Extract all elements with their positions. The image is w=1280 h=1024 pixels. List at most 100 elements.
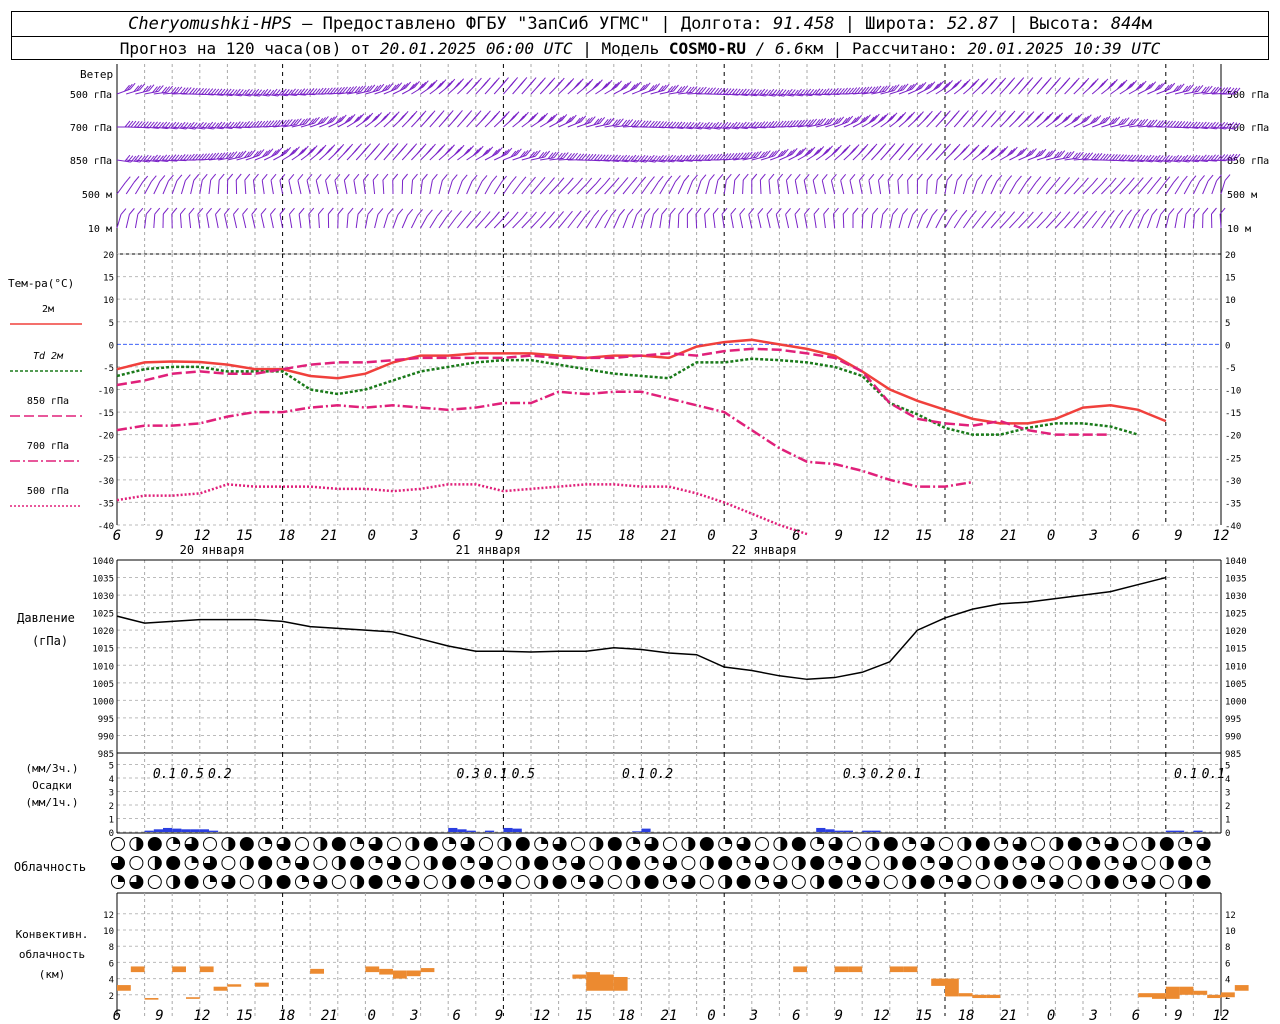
time-tick-label: 12 — [193, 528, 210, 544]
wind-barb-feather — [389, 115, 396, 122]
wind-barb-feather — [380, 115, 387, 123]
wind-barb-feather — [1045, 176, 1051, 184]
cloud-symbol-fill — [829, 875, 843, 889]
wind-barb-feather — [1128, 177, 1135, 185]
wind-barb-feather — [193, 174, 200, 181]
conv-unit: (км) — [39, 968, 66, 981]
wind-barb-staff — [613, 183, 624, 195]
wind-barb-feather — [796, 88, 802, 96]
wind-barb-feather — [538, 151, 545, 159]
wind-barb-staff — [180, 180, 186, 195]
wind-barb-feather — [458, 144, 465, 152]
wind-barb-feather — [887, 173, 894, 181]
wind-barb-feather — [922, 208, 928, 216]
wind-barb-feather — [1228, 87, 1235, 95]
wind-level-label-left: 700 гПа — [70, 123, 112, 134]
cloud-symbol-fill — [817, 875, 824, 889]
wind-barb-feather — [285, 146, 292, 154]
time-tick-label-bottom: 21 — [321, 1008, 338, 1024]
wind-barb-staff — [1027, 217, 1038, 229]
wind-barb-feather — [1028, 149, 1035, 156]
wind-barb-feather — [751, 173, 758, 181]
wind-barb-feather — [176, 86, 183, 94]
cloud-symbol-fill — [541, 875, 548, 889]
wind-barb-feather — [658, 154, 664, 162]
wind-barb-feather — [247, 121, 253, 128]
wind-barb-staff — [733, 93, 748, 97]
wind-barb-feather — [962, 80, 969, 88]
cloud-symbol-fill — [1013, 875, 1027, 889]
cloud-symbol-fill — [154, 856, 162, 870]
wind-barb-feather — [384, 84, 391, 91]
conv-ytick-left: 8 — [109, 943, 114, 953]
conv-cloud-bar — [1152, 993, 1166, 999]
wind-barb-feather — [676, 154, 683, 162]
pres-ytick-left: 1020 — [92, 627, 114, 637]
wind-level-label-right: 850 гПа — [1227, 156, 1269, 167]
conv-cloud-bar — [613, 976, 628, 991]
wind-barb-staff — [251, 214, 256, 229]
wind-barb-staff — [705, 180, 710, 195]
wind-barb-feather — [358, 113, 365, 120]
wind-barb-feather — [366, 85, 373, 92]
precip-bar — [144, 830, 154, 832]
wind-barb-feather — [453, 82, 460, 89]
wind-barb-feather — [372, 173, 379, 181]
wind-barb-feather — [814, 119, 821, 126]
wind-barb-feather — [827, 145, 833, 153]
time-tick-label-bottom: 9 — [155, 1008, 163, 1024]
wind-barb-feather — [599, 154, 606, 162]
wind-barb-feather — [159, 175, 166, 182]
temp-ytick-left: -5 — [103, 364, 114, 374]
wind-barb-feather — [997, 149, 1004, 157]
cloud-symbol-fill — [191, 856, 199, 863]
wind-level-label-left: 850 гПа — [70, 156, 112, 167]
cloud-symbol-fill — [369, 875, 383, 889]
wind-barb-feather — [1173, 154, 1180, 162]
wind-barb-feather — [222, 151, 229, 159]
time-tick-label-bottom: 6 — [452, 1008, 460, 1024]
temp-series-line — [116, 357, 1139, 436]
precip-bar — [190, 829, 200, 832]
wind-barb-staff — [125, 182, 135, 195]
cloud-symbol-fill — [442, 856, 456, 870]
wind-barb-feather — [661, 207, 668, 215]
wind-barb-feather — [722, 153, 729, 160]
precip-3h-label: 0.5 — [180, 767, 204, 782]
wind-barb-feather — [289, 207, 295, 215]
precip-bar — [181, 829, 191, 832]
wind-level-label-right: 10 м — [1227, 224, 1251, 235]
pres-ytick-left: 985 — [98, 750, 114, 760]
wind-barb-feather — [750, 88, 756, 96]
wind-barb-staff — [1192, 214, 1195, 229]
wind-barb-feather — [842, 207, 849, 215]
wind-barb-feather — [812, 174, 819, 181]
precip-ytick-right: 1 — [1225, 816, 1230, 826]
wind-title: Ветер — [80, 68, 113, 81]
wind-barb-staff — [264, 93, 279, 97]
wind-barb-feather — [235, 173, 242, 181]
wind-barb-feather — [1182, 85, 1189, 93]
wind-barb-feather — [1211, 207, 1217, 215]
wind-barb-staff — [1211, 159, 1226, 162]
wind-barb-feather — [422, 80, 429, 87]
wind-barb-staff — [456, 180, 463, 195]
temp-series-line — [116, 390, 973, 488]
wind-barb-feather — [868, 173, 875, 181]
wind-barb-feather — [1071, 116, 1077, 124]
cloud-symbol-fill — [479, 856, 493, 870]
wind-barb-feather — [691, 86, 698, 93]
wind-barb-staff — [539, 183, 550, 195]
wind-barb-staff — [1119, 159, 1134, 162]
wind-barb-feather — [1157, 83, 1163, 90]
wind-barb-staff — [372, 180, 376, 195]
wind-barb-staff — [887, 180, 891, 195]
wind-barb-feather — [1089, 117, 1096, 125]
wind-barb-staff — [1183, 214, 1187, 229]
wind-barb-feather — [710, 154, 716, 161]
wind-barb-feather — [969, 82, 975, 90]
wind-barb-feather — [532, 112, 539, 119]
wind-barb-feather — [124, 84, 130, 92]
conv-cloud-bar — [420, 968, 435, 973]
wind-barb-feather — [484, 148, 491, 155]
